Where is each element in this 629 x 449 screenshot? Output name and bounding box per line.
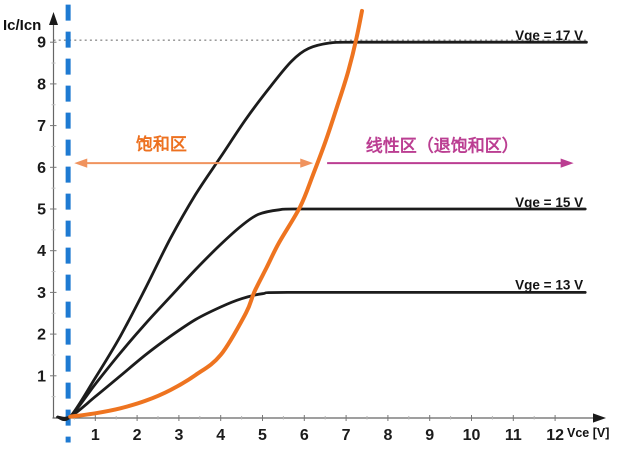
x-tick-label: 2 xyxy=(133,427,142,444)
y-tick-label: 7 xyxy=(37,118,46,135)
y-tick-label: 2 xyxy=(37,327,46,344)
region-label: 饱和区 xyxy=(136,134,187,154)
curve-vge-15 xyxy=(56,207,587,421)
x-tick-label: 9 xyxy=(425,427,434,444)
y-axis-arrow-icon xyxy=(49,12,58,25)
curve-label-vge: Vge = 13 V xyxy=(515,277,583,292)
x-tick-label: 7 xyxy=(342,427,351,444)
y-tick-label: 6 xyxy=(37,160,46,177)
x-tick-label: 8 xyxy=(383,427,392,444)
curve-vge-13 xyxy=(56,290,587,420)
curve-label-vge: Vge = 15 V xyxy=(515,195,583,210)
x-tick-label: 5 xyxy=(258,427,267,444)
y-axis-title: Ic/Icn xyxy=(3,17,41,34)
arrow-right-icon xyxy=(560,158,574,168)
x-tick-label: 12 xyxy=(546,427,564,444)
x-tick-label: 11 xyxy=(505,427,522,444)
y-tick-label: 8 xyxy=(37,76,46,93)
x-tick-label: 3 xyxy=(174,427,183,444)
x-tick-label: 10 xyxy=(463,427,481,444)
y-tick-label: 1 xyxy=(37,368,46,385)
x-tick-label: 4 xyxy=(216,427,225,444)
x-axis-arrow-icon xyxy=(593,413,606,423)
region-label: 线性区（退饱和区） xyxy=(366,136,519,156)
y-tick-label: 5 xyxy=(37,202,46,219)
y-tick-label: 3 xyxy=(37,285,46,302)
x-tick-label: 1 xyxy=(91,427,100,444)
x-tick-label: 6 xyxy=(300,427,309,444)
y-tick-label: 9 xyxy=(37,35,46,52)
curve-label-vge: Vge = 17 V xyxy=(515,28,583,43)
y-tick-label: 4 xyxy=(37,243,46,260)
x-axis-title: Vce [V] xyxy=(567,426,609,440)
arrow-right-icon xyxy=(300,158,314,168)
arrow-left-icon xyxy=(74,158,88,168)
curve-desat-load-curve xyxy=(68,8,364,419)
